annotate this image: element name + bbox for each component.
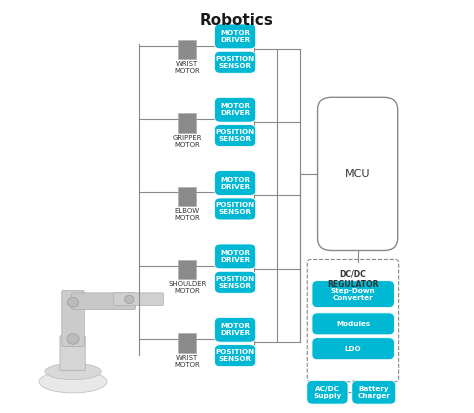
FancyBboxPatch shape: [312, 338, 394, 360]
FancyBboxPatch shape: [312, 313, 394, 335]
FancyBboxPatch shape: [60, 336, 85, 371]
Text: ELBOW
MOTOR: ELBOW MOTOR: [174, 208, 200, 221]
Text: WRIST
MOTOR: WRIST MOTOR: [174, 355, 200, 368]
Text: Battery
Charger: Battery Charger: [357, 386, 390, 399]
FancyBboxPatch shape: [215, 198, 256, 220]
FancyBboxPatch shape: [215, 125, 256, 147]
Text: MOTOR
DRIVER: MOTOR DRIVER: [220, 177, 250, 190]
FancyBboxPatch shape: [307, 380, 348, 404]
Circle shape: [67, 334, 79, 344]
Text: POSITION
SENSOR: POSITION SENSOR: [216, 56, 255, 69]
Bar: [178, 40, 196, 59]
Text: MOTOR
DRIVER: MOTOR DRIVER: [220, 323, 250, 336]
Text: POSITION
SENSOR: POSITION SENSOR: [216, 202, 255, 216]
FancyBboxPatch shape: [114, 293, 164, 306]
FancyBboxPatch shape: [215, 344, 256, 367]
FancyBboxPatch shape: [215, 271, 256, 293]
Text: LDO: LDO: [345, 346, 362, 352]
Circle shape: [125, 295, 134, 304]
Text: POSITION
SENSOR: POSITION SENSOR: [216, 349, 255, 362]
Circle shape: [67, 297, 79, 307]
Text: POSITION
SENSOR: POSITION SENSOR: [216, 276, 255, 289]
Bar: [178, 260, 196, 280]
Ellipse shape: [45, 363, 101, 380]
FancyBboxPatch shape: [307, 259, 399, 382]
FancyBboxPatch shape: [215, 317, 256, 342]
FancyBboxPatch shape: [215, 97, 256, 122]
Text: POSITION
SENSOR: POSITION SENSOR: [216, 129, 255, 142]
Text: AC/DC
Supply: AC/DC Supply: [313, 386, 342, 399]
Text: GRIPPER
MOTOR: GRIPPER MOTOR: [173, 135, 202, 148]
Ellipse shape: [39, 370, 107, 393]
Text: Step-Down
Converter: Step-Down Converter: [331, 287, 375, 301]
Text: MOTOR
DRIVER: MOTOR DRIVER: [220, 30, 250, 43]
Text: MOTOR
DRIVER: MOTOR DRIVER: [220, 250, 250, 263]
Text: MCU: MCU: [345, 169, 370, 179]
Text: Robotics: Robotics: [200, 13, 274, 28]
FancyBboxPatch shape: [352, 380, 396, 404]
Bar: [178, 333, 196, 353]
Bar: [178, 113, 196, 133]
FancyBboxPatch shape: [215, 244, 256, 269]
FancyBboxPatch shape: [62, 290, 84, 347]
Text: SHOULDER
MOTOR: SHOULDER MOTOR: [168, 282, 207, 294]
Bar: [178, 187, 196, 206]
FancyBboxPatch shape: [215, 171, 256, 195]
FancyBboxPatch shape: [215, 24, 256, 49]
FancyBboxPatch shape: [318, 97, 398, 251]
FancyBboxPatch shape: [72, 293, 136, 310]
FancyBboxPatch shape: [312, 281, 394, 308]
Text: WRIST
MOTOR: WRIST MOTOR: [174, 62, 200, 74]
FancyBboxPatch shape: [215, 51, 256, 73]
Text: MOTOR
DRIVER: MOTOR DRIVER: [220, 103, 250, 116]
Text: DC/DC
REGULATOR: DC/DC REGULATOR: [327, 270, 379, 289]
Text: Modules: Modules: [336, 321, 370, 327]
